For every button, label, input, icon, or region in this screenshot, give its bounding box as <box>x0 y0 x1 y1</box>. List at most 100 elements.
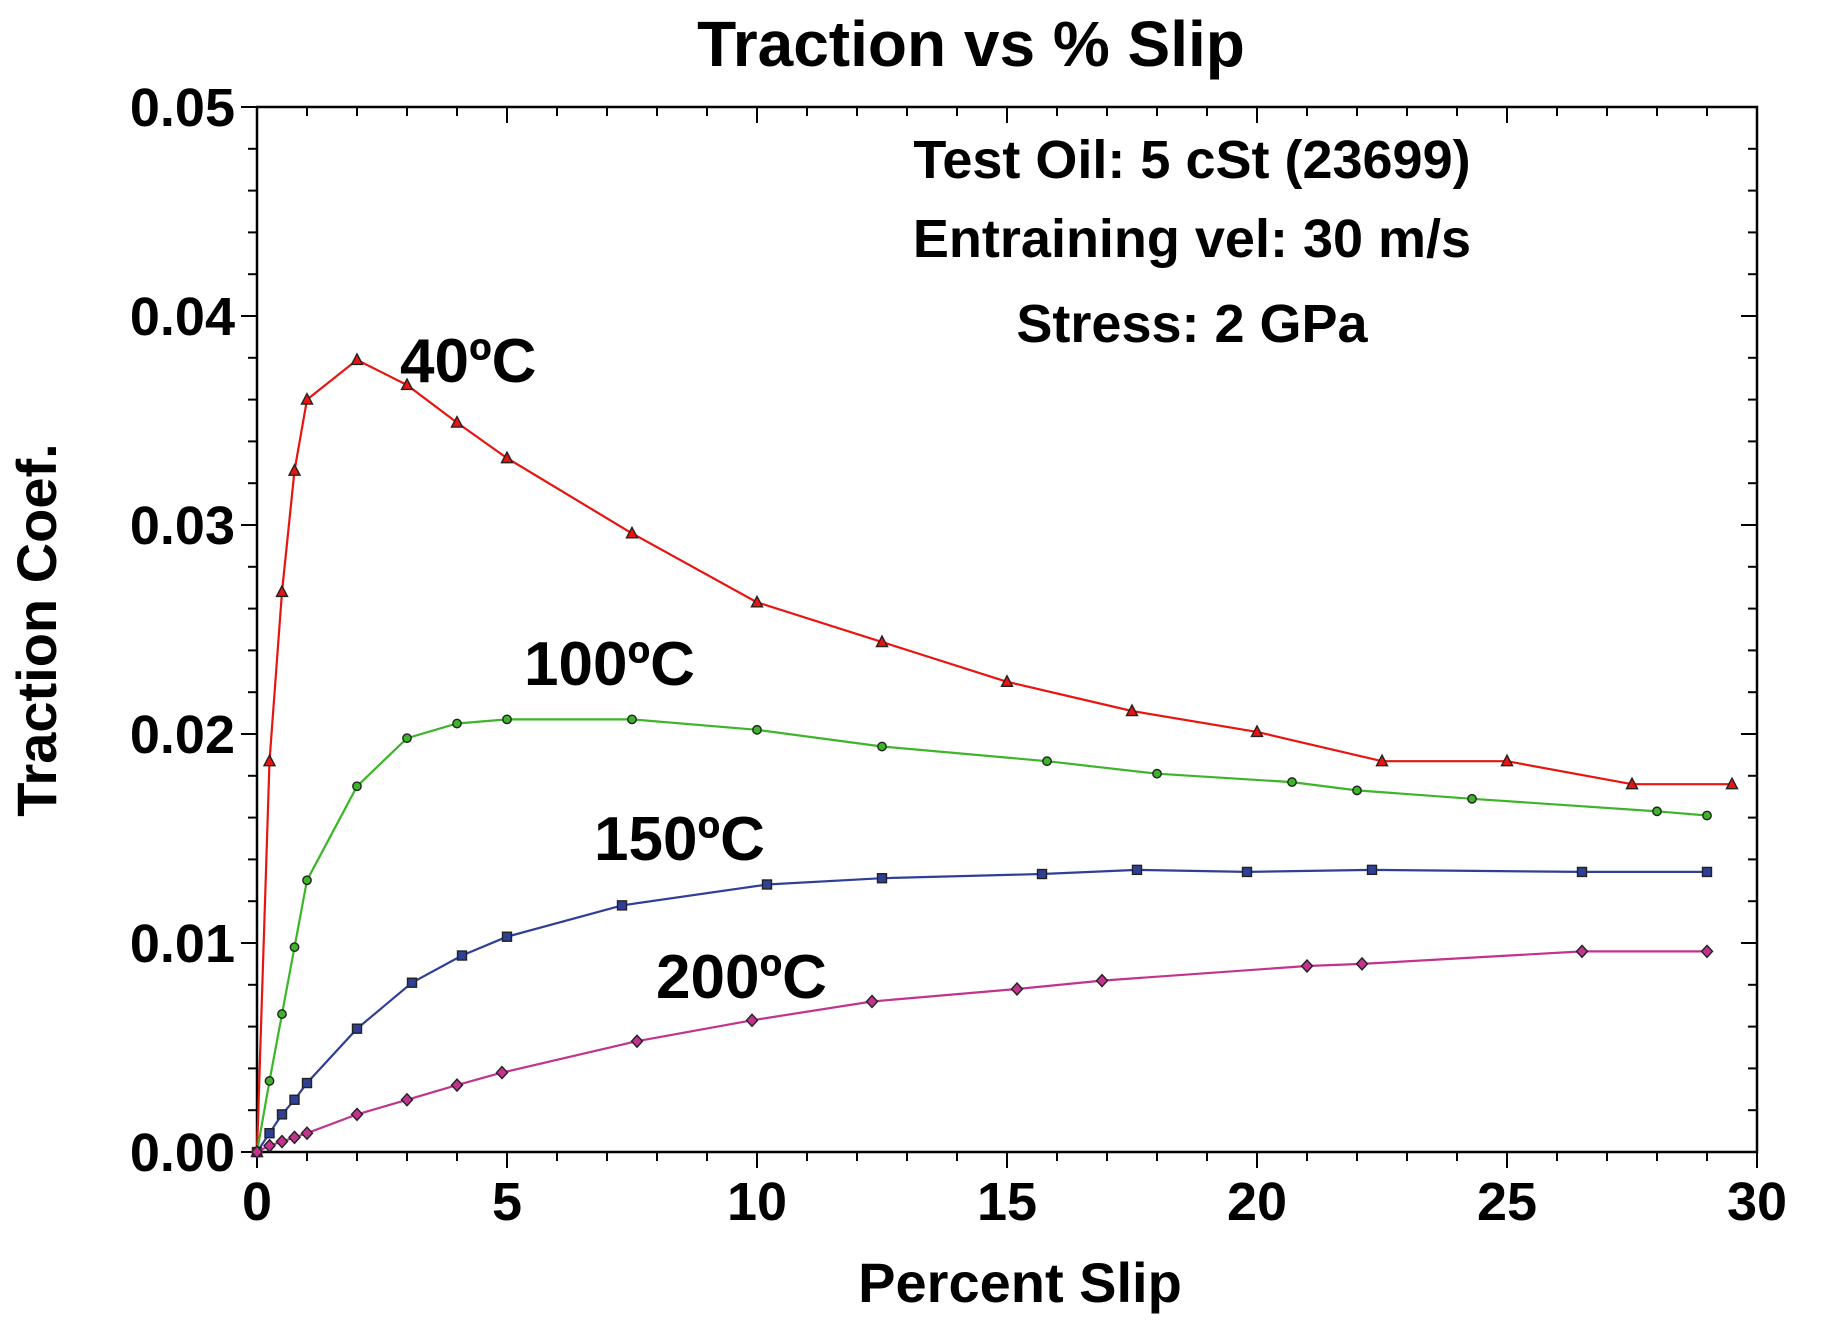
series-1 <box>252 714 1712 1157</box>
y-tick-label: 0.02 <box>130 705 235 765</box>
data-point <box>262 753 277 767</box>
data-point <box>350 1107 364 1122</box>
data-point <box>264 1127 275 1139</box>
x-tick-label: 30 <box>1727 1172 1787 1232</box>
x-axis-label: Percent Slip <box>858 1251 1182 1314</box>
y-tick-label: 0.05 <box>130 78 235 138</box>
data-point <box>1250 724 1264 738</box>
test-conditions-annotation: Test Oil: 5 cSt (23699) Entraining vel: … <box>913 130 1471 354</box>
series-line <box>255 718 1708 1153</box>
data-point <box>1575 944 1589 959</box>
data-point <box>1366 864 1378 876</box>
annotation-stress: Stress: 2 GPa <box>1016 294 1368 354</box>
data-point <box>1700 944 1714 959</box>
series-label-100c: 100ºC <box>524 630 695 699</box>
data-point <box>495 1065 509 1080</box>
data-point <box>1500 753 1514 767</box>
data-point <box>761 879 773 890</box>
data-point <box>876 873 888 884</box>
series-line <box>256 868 1707 1153</box>
data-point <box>1010 981 1024 997</box>
data-point <box>277 1009 287 1019</box>
series-label-200c: 200ºC <box>656 943 827 1012</box>
data-point <box>752 724 762 735</box>
annotation-test-oil: Test Oil: 5 cSt (23699) <box>913 130 1470 190</box>
series-0 <box>250 352 1739 1158</box>
data-point <box>288 1130 301 1145</box>
data-point <box>1702 810 1712 821</box>
data-point <box>1095 973 1109 988</box>
data-point <box>1625 776 1639 790</box>
x-tick-label: 10 <box>727 1172 787 1232</box>
data-point <box>625 525 639 539</box>
data-point <box>300 1126 314 1141</box>
data-point <box>302 875 312 886</box>
data-point <box>275 584 289 598</box>
data-point <box>250 1144 264 1160</box>
data-point <box>1467 793 1477 804</box>
series-label-40c: 40ºC <box>400 327 536 396</box>
data-point <box>1725 776 1739 790</box>
data-point <box>745 1013 759 1028</box>
data-point <box>289 942 300 953</box>
data-point <box>750 594 764 608</box>
y-tick-label: 0.04 <box>130 287 235 347</box>
data-point <box>450 1078 464 1093</box>
data-point <box>406 977 418 988</box>
data-point <box>289 1094 300 1105</box>
chart-title: Traction vs % Slip <box>697 8 1245 80</box>
data-point <box>287 463 302 476</box>
data-point <box>627 714 637 725</box>
data-point <box>400 377 414 391</box>
data-point <box>350 352 364 366</box>
y-axis-ticks: 0.00 0.01 0.02 0.03 0.04 0.05 <box>130 78 1757 1183</box>
data-point <box>275 1134 289 1149</box>
data-point <box>456 950 468 961</box>
data-point <box>630 1034 644 1049</box>
data-point <box>616 900 628 911</box>
data-point <box>300 392 314 405</box>
x-tick-label: 15 <box>977 1172 1037 1232</box>
data-point <box>1652 806 1662 817</box>
data-point <box>263 1138 276 1153</box>
data-point <box>865 994 879 1009</box>
annotation-entraining-vel: Entraining vel: 30 m/s <box>913 209 1471 269</box>
series-line <box>256 950 1707 1153</box>
data-point <box>402 733 412 744</box>
data-point <box>1287 777 1297 787</box>
data-point <box>1036 868 1048 880</box>
data-point <box>400 1092 414 1107</box>
data-point <box>452 718 462 729</box>
y-tick-label: 0.00 <box>130 1123 235 1183</box>
data-point <box>301 1077 313 1089</box>
data-point <box>500 450 514 464</box>
data-point <box>502 714 512 725</box>
data-point <box>276 1109 288 1120</box>
x-tick-label: 5 <box>492 1172 522 1232</box>
x-tick-label: 20 <box>1227 1172 1287 1232</box>
series-3 <box>250 944 1714 1160</box>
data-point <box>1352 785 1362 796</box>
data-point <box>1701 866 1713 878</box>
data-point <box>1152 768 1162 779</box>
data-point <box>1131 864 1143 876</box>
data-point <box>501 931 513 942</box>
data-point <box>352 781 362 792</box>
data-point <box>875 634 889 648</box>
x-tick-label: 25 <box>1477 1172 1537 1232</box>
series-labels: 40ºC 100ºC 150ºC 200ºC <box>400 327 827 1012</box>
data-point <box>877 741 887 752</box>
x-axis-ticks: 0 5 10 15 20 25 30 <box>242 107 1787 1232</box>
data-point <box>450 415 464 428</box>
data-point <box>1355 956 1369 971</box>
data-point <box>1241 866 1253 878</box>
data-point <box>1125 703 1139 717</box>
x-tick-label: 0 <box>242 1172 272 1232</box>
series-2 <box>251 864 1713 1158</box>
y-tick-label: 0.03 <box>130 496 235 556</box>
data-point <box>1042 756 1052 767</box>
data-point <box>1300 958 1314 974</box>
series-layer <box>250 352 1739 1160</box>
data-point <box>264 1076 275 1086</box>
